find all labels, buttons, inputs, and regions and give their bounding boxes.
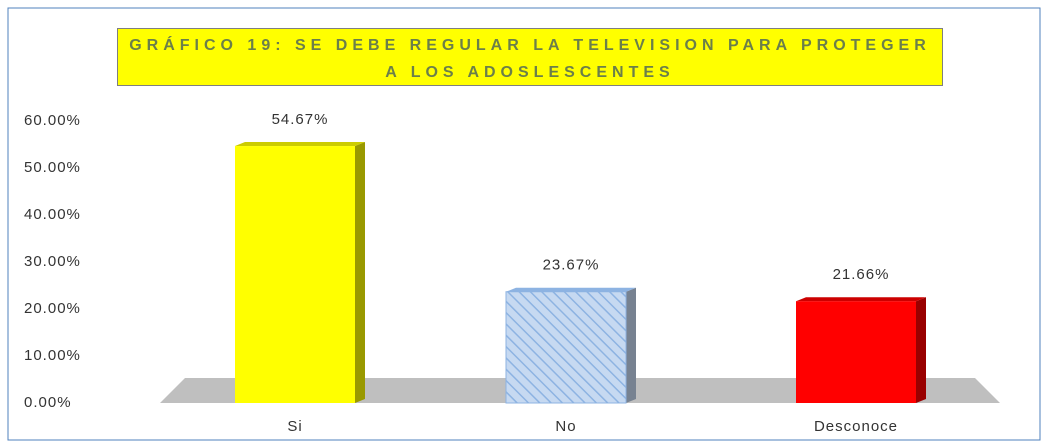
y-tick-label: 20.00% [24, 300, 81, 317]
bar-top [796, 297, 926, 302]
y-tick-label: 30.00% [24, 253, 81, 270]
value-label: 54.67% [272, 111, 329, 128]
bar-side [916, 297, 926, 403]
value-label: 21.66% [833, 266, 890, 283]
y-tick-label: 0.00% [24, 394, 72, 411]
bar [505, 291, 627, 404]
x-tick-label: No [555, 418, 576, 435]
x-tick-label: Si [287, 418, 302, 435]
x-tick-label: Desconoce [814, 418, 898, 435]
value-label: 23.67% [543, 257, 600, 274]
bar [796, 301, 916, 403]
bar-side [355, 142, 365, 403]
bar-side [626, 287, 636, 403]
y-tick-label: 10.00% [24, 347, 81, 364]
bar-top [235, 142, 365, 147]
chart-title: GRÁFICO 19: SE DEBE REGULAR LA TELEVISIO… [117, 28, 943, 86]
y-tick-label: 40.00% [24, 206, 81, 223]
y-tick-label: 50.00% [24, 159, 81, 176]
bar-top [506, 287, 636, 292]
y-tick-label: 60.00% [24, 112, 81, 129]
bar [235, 146, 355, 403]
chart-border [7, 7, 1041, 441]
